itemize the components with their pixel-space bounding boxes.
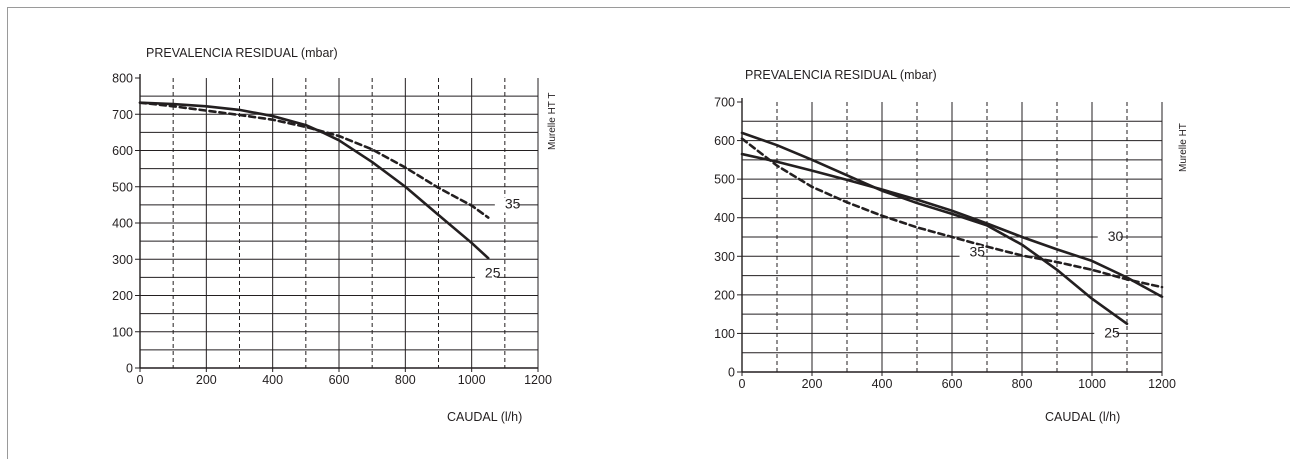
- y-tick-label: 500: [714, 173, 735, 187]
- x-tick-label: 200: [196, 373, 217, 387]
- y-tick-label: 600: [714, 134, 735, 148]
- figure-frame: [7, 7, 1290, 459]
- y-tick-label: 400: [112, 217, 133, 231]
- x-tick-label: 600: [942, 377, 963, 391]
- y-tick-label: 300: [714, 250, 735, 264]
- chart-left: PREVALENCIA RESIDUAL (mbar) CAUDAL (l/h)…: [112, 46, 558, 424]
- x-tick-label: 1200: [524, 373, 552, 387]
- y-tick-labels: 0 100 200 300 400 500 600 700: [714, 96, 742, 380]
- y-axis-title: PREVALENCIA RESIDUAL (mbar): [146, 46, 338, 60]
- y-tick-label: 0: [126, 362, 133, 376]
- x-axis-title: CAUDAL (l/h): [447, 410, 522, 424]
- series-label-bg: [1094, 326, 1117, 342]
- y-tick-label: 600: [112, 144, 133, 158]
- series-label-35: 35: [970, 243, 986, 259]
- series-label-25: 25: [485, 264, 501, 280]
- series-line-25: [138, 101, 490, 260]
- y-axis-title: PREVALENCIA RESIDUAL (mbar): [745, 68, 937, 82]
- y-tick-label: 500: [112, 180, 133, 194]
- series-label-25: 25: [1104, 324, 1120, 340]
- side-label: Murelle HT: [1178, 123, 1189, 172]
- y-tick-label: 0: [728, 366, 735, 380]
- y-tick-label: 800: [112, 72, 133, 86]
- grid-lines: [742, 102, 1162, 372]
- y-tick-label: 200: [112, 289, 133, 303]
- x-axis-title: CAUDAL (l/h): [1045, 410, 1120, 424]
- y-tick-label: 100: [112, 325, 133, 339]
- grid-lines: [140, 78, 538, 368]
- series-line-35: [740, 137, 1164, 289]
- x-tick-label: 400: [262, 373, 283, 387]
- y-tick-label: 100: [714, 327, 735, 341]
- series-lines: 25 35: [138, 101, 521, 282]
- y-tick-labels: 0 100 200 300 400 500 600 700 800: [112, 72, 140, 376]
- side-label: Murelle HT T: [547, 93, 558, 150]
- x-tick-label: 1200: [1148, 377, 1176, 391]
- series-line-30: [740, 152, 1164, 299]
- series-line-25: [740, 131, 1129, 326]
- series-line-35: [138, 101, 490, 219]
- axes: [741, 98, 1163, 373]
- x-tick-label: 1000: [458, 373, 486, 387]
- y-tick-label: 300: [112, 253, 133, 267]
- x-tick-label: 800: [395, 373, 416, 387]
- series-label-35: 35: [505, 196, 521, 212]
- x-tick-label: 1000: [1078, 377, 1106, 391]
- y-tick-label: 400: [714, 211, 735, 225]
- x-tick-labels: 0 200 400 600 800 1000 1200: [739, 372, 1176, 391]
- series-label-bg: [1097, 229, 1120, 245]
- series-label-bg: [474, 266, 497, 282]
- axes: [139, 74, 539, 369]
- series-label-bg: [494, 197, 517, 213]
- series-lines: 25 30 35: [740, 131, 1164, 342]
- x-tick-label: 400: [872, 377, 893, 391]
- y-tick-label: 700: [112, 108, 133, 122]
- x-tick-label: 600: [329, 373, 350, 387]
- chart-right: PREVALENCIA RESIDUAL (mbar) CAUDAL (l/h)…: [714, 68, 1189, 424]
- series-label-bg: [959, 245, 982, 261]
- x-tick-label: 0: [739, 377, 746, 391]
- x-tick-label: 200: [802, 377, 823, 391]
- y-tick-label: 200: [714, 288, 735, 302]
- x-tick-labels: 0 200 400 600 800 1000 1200: [137, 368, 552, 387]
- x-tick-label: 0: [137, 373, 144, 387]
- y-tick-label: 700: [714, 96, 735, 110]
- series-label-30: 30: [1108, 228, 1124, 244]
- x-tick-label: 800: [1012, 377, 1033, 391]
